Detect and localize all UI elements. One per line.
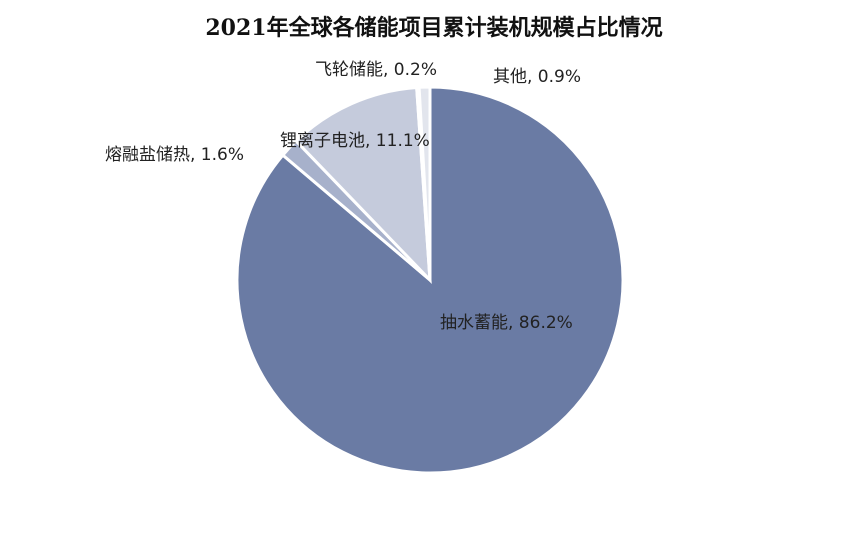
pie-slice-5: [417, 85, 432, 281]
slice-label: 熔融盐储热, 1.6%: [105, 145, 244, 165]
slice-label: 抽水蓄能, 86.2%: [440, 313, 573, 333]
chart-title: 2021年全球各储能项目累计装机规模占比情况: [205, 15, 663, 41]
slice-label: 锂离子电池, 11.1%: [280, 131, 430, 151]
slice-label: 飞轮储能, 0.2%: [315, 60, 437, 80]
pie-slice-3: [294, 85, 432, 285]
slice-label: 其他, 0.9%: [493, 67, 581, 87]
